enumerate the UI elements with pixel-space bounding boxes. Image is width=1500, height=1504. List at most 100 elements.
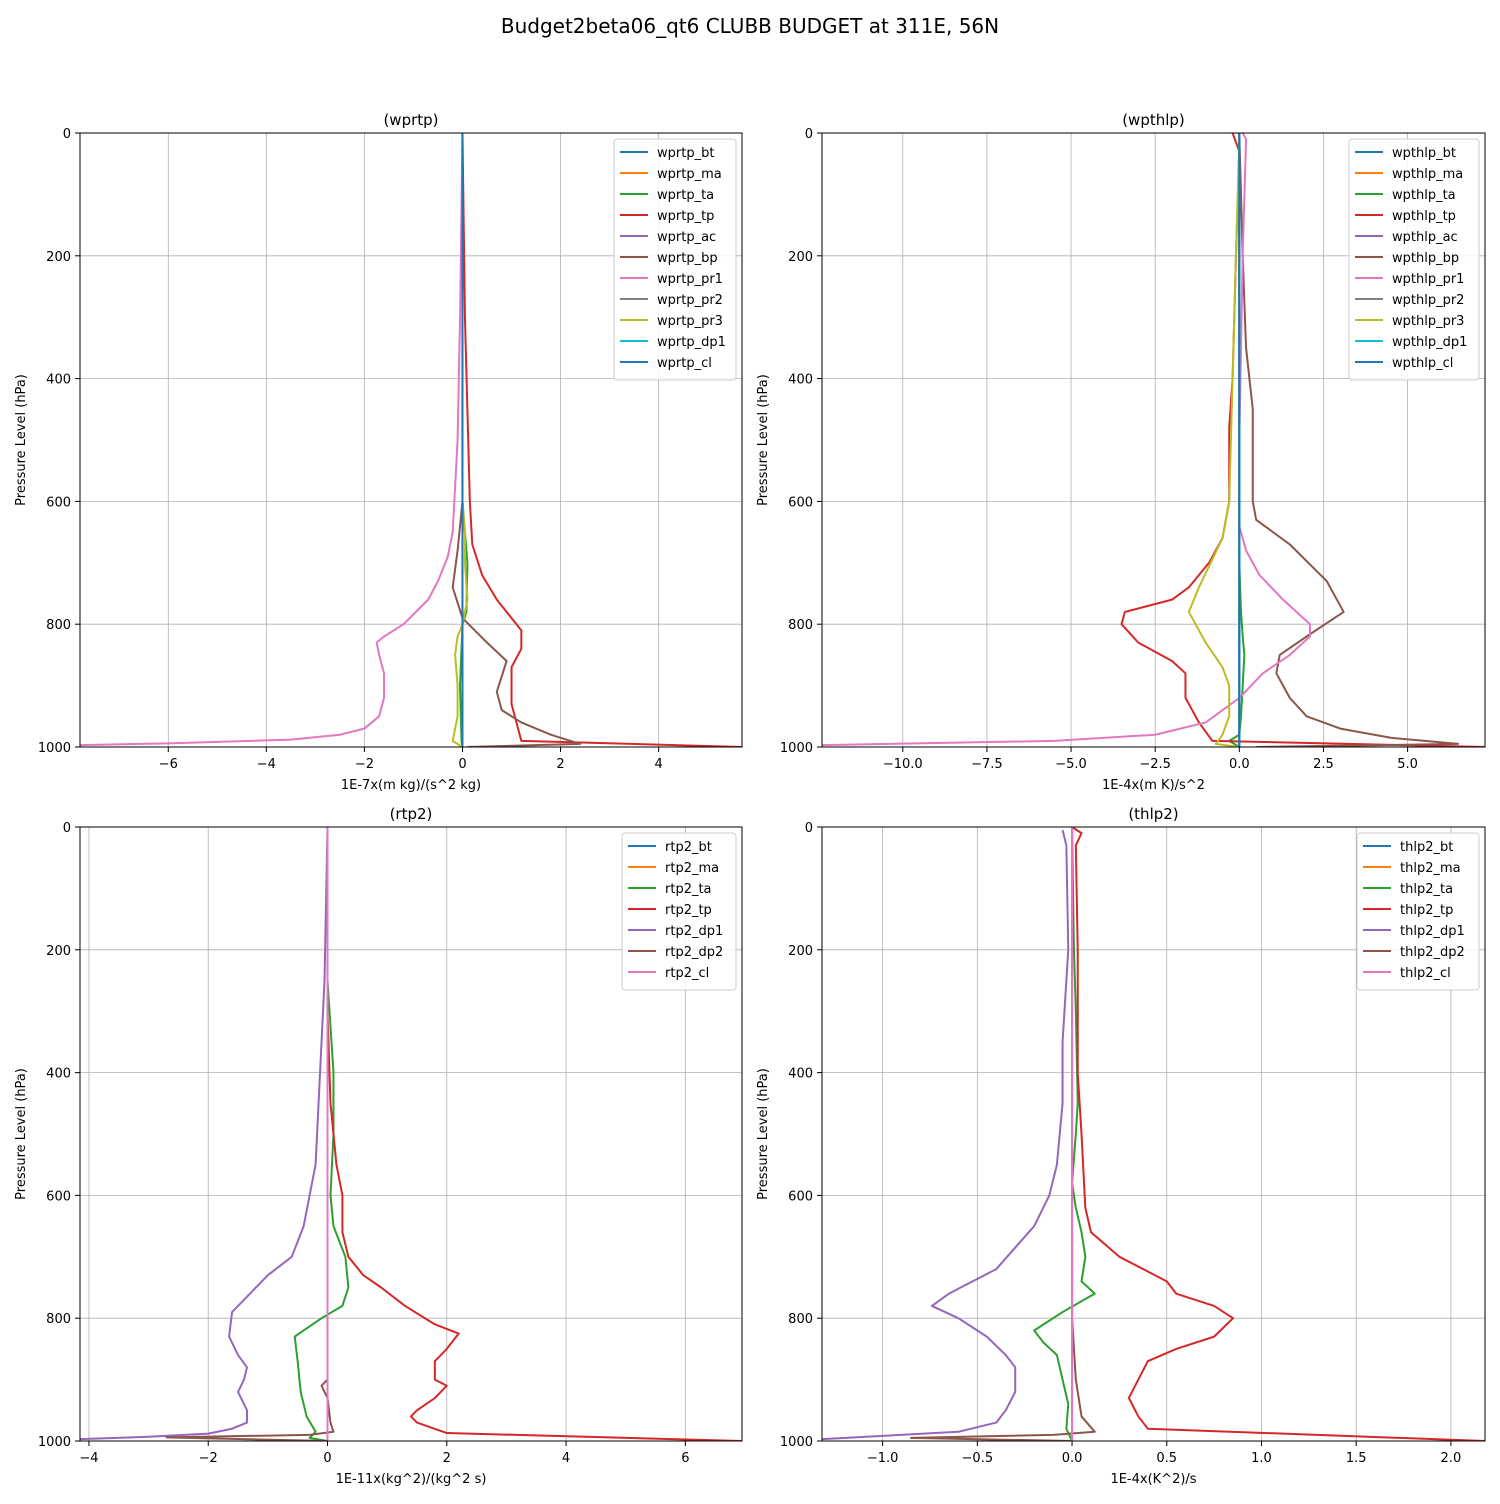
legend-entry: thlp2_dp1	[1400, 924, 1465, 939]
legend-entry: wprtp_pr2	[657, 293, 723, 308]
legend-entry: wpthlp_ma	[1392, 167, 1463, 182]
series-group	[822, 133, 1485, 747]
legend-entry: rtp2_ta	[665, 882, 712, 897]
y-tick-label: 400	[788, 1067, 813, 1082]
x-tick-label: −2	[355, 757, 374, 772]
y-tick-label: 1000	[780, 1435, 813, 1450]
subplot-title: (rtp2)	[390, 805, 433, 823]
series-line-wpthlp_pr3	[1187, 133, 1241, 747]
y-tick-label: 0	[805, 821, 813, 836]
legend-entry: wprtp_bt	[657, 146, 714, 161]
legend: thlp2_bt thlp2_ma thlp2_ta thlp2_tp thlp2_dp…	[1356, 832, 1480, 991]
y-tick-label: 200	[46, 250, 71, 265]
x-axis-label: 1E-4x(K^2)/s	[1110, 1472, 1196, 1487]
legend-entry: thlp2_tp	[1400, 903, 1453, 918]
legend-entry: wprtp_tp	[657, 209, 714, 224]
y-tick-label: 800	[46, 618, 71, 633]
x-tick-label: 0.0	[1062, 1451, 1083, 1466]
legend-entry: rtp2_tp	[665, 903, 712, 918]
subplot-3: −1.0 −0.5 0.0 0.5 1.0 1.5 2.0 0 200 400 600 800 1000…	[756, 805, 1486, 1487]
legend-entry: rtp2_dp1	[665, 924, 723, 939]
y-tick-label: 800	[788, 1312, 813, 1327]
y-tick-label: 400	[788, 373, 813, 388]
legend-entry: thlp2_cl	[1400, 966, 1451, 981]
subplot-0: −6 −4 −2 0 2 4 0 200 400 600 800 1000 1E-7x(m kg)/(s…	[14, 111, 743, 793]
legend: wprtp_bt wprtp_ma wprtp_ta wprtp_tp wprtp_ac…	[613, 138, 737, 381]
x-tick-label: −2	[199, 1451, 218, 1466]
legend-entry: wprtp_ac	[657, 230, 716, 245]
axes-frame	[79, 132, 743, 748]
y-tick-label: 1000	[780, 741, 813, 756]
x-tick-label: 5.0	[1397, 757, 1418, 772]
subplot-title: (thlp2)	[1128, 805, 1178, 823]
x-tick-label: −4	[79, 1451, 98, 1466]
y-tick-label: 200	[788, 944, 813, 959]
x-tick-label: −10.0	[883, 757, 923, 772]
y-tick-label: 600	[788, 1189, 813, 1204]
x-tick-label: 4	[654, 757, 662, 772]
x-tick-label: 0	[458, 757, 466, 772]
series-line-thlp2_ta	[1033, 827, 1096, 1441]
legend-entry: wpthlp_bt	[1392, 146, 1456, 161]
subplot-title: (wprtp)	[383, 111, 438, 129]
x-tick-label: 2	[443, 1451, 451, 1466]
legend-entry: thlp2_ma	[1400, 861, 1461, 876]
y-tick-label: 800	[788, 618, 813, 633]
legend-entry: rtp2_bt	[665, 840, 712, 855]
x-axis-label: 1E-7x(m kg)/(s^2 kg)	[341, 778, 481, 793]
legend-entry: wpthlp_tp	[1392, 209, 1456, 224]
x-tick-label: −1.0	[867, 1451, 899, 1466]
y-tick-label: 1000	[38, 1435, 71, 1450]
x-tick-label: 0	[323, 1451, 331, 1466]
series-line-rtp2_dp2	[165, 827, 335, 1441]
series-line-wpthlp_pr1	[822, 133, 1311, 747]
x-tick-label: 1.0	[1251, 1451, 1272, 1466]
x-tick-label: 2.0	[1441, 1451, 1462, 1466]
y-tick-label: 0	[63, 127, 71, 142]
y-tick-label: 0	[63, 821, 71, 836]
series-group	[80, 827, 742, 1441]
x-tick-label: 2	[556, 757, 564, 772]
legend-entry: rtp2_ma	[665, 861, 719, 876]
x-tick-label: −2.5	[1139, 757, 1171, 772]
subplot-2: −4 −2 0 2 4 6 0 200 400 600 800 1000 1E-11x(kg^2)/(k…	[14, 805, 743, 1487]
series-line-wprtp_pr1	[80, 133, 464, 747]
legend-entry: thlp2_bt	[1400, 840, 1453, 855]
legend-entry: wprtp_ma	[657, 167, 722, 182]
y-axis-label: Pressure Level (hPa)	[756, 374, 771, 506]
x-tick-label: 6	[681, 1451, 689, 1466]
x-tick-label: 2.5	[1313, 757, 1334, 772]
figure-title: Budget2beta06_qt6 CLUBB BUDGET at 311E, …	[500, 14, 1000, 38]
legend-entry: wpthlp_dp1	[1392, 335, 1467, 350]
series-line-wprtp_pr3	[451, 133, 469, 747]
series-group	[80, 133, 742, 747]
legend-entry: wprtp_pr1	[657, 272, 723, 287]
x-tick-label: −5.0	[1055, 757, 1087, 772]
legend-entry: wprtp_pr3	[657, 314, 723, 329]
x-tick-label: −0.5	[962, 1451, 994, 1466]
axes-frame	[821, 826, 1486, 1442]
series-line-wprtp_bp	[451, 133, 582, 747]
y-tick-label: 600	[46, 1189, 71, 1204]
subplot-1: −10.0 −7.5 −5.0 −2.5 0.0 2.5 5.0 0 200 400 600 800 1…	[756, 111, 1486, 793]
x-tick-label: −6	[159, 757, 178, 772]
x-tick-label: −7.5	[971, 757, 1003, 772]
series-line-rtp2_ta	[293, 827, 350, 1441]
y-tick-label: 400	[46, 1067, 71, 1082]
y-tick-label: 600	[46, 495, 71, 510]
legend-entry: wpthlp_cl	[1392, 356, 1453, 371]
series-line-rtp2_tp	[326, 827, 742, 1441]
y-tick-label: 800	[46, 1312, 71, 1327]
subplot-title: (wpthlp)	[1122, 111, 1185, 129]
x-axis-label: 1E-11x(kg^2)/(kg^2 s)	[336, 1472, 487, 1487]
legend: rtp2_bt rtp2_ma rtp2_ta rtp2_tp rtp2_dp1 rtp2…	[621, 832, 737, 991]
legend-entry: wpthlp_ac	[1392, 230, 1458, 245]
series-line-thlp2_tp	[1071, 827, 1485, 1441]
series-line-thlp2_dp1	[822, 829, 1070, 1441]
y-tick-label: 400	[46, 373, 71, 388]
axes-frame	[821, 132, 1486, 748]
axes-frame	[79, 826, 743, 1442]
x-tick-label: 0.0	[1229, 757, 1250, 772]
legend-entry: wprtp_dp1	[657, 335, 726, 350]
